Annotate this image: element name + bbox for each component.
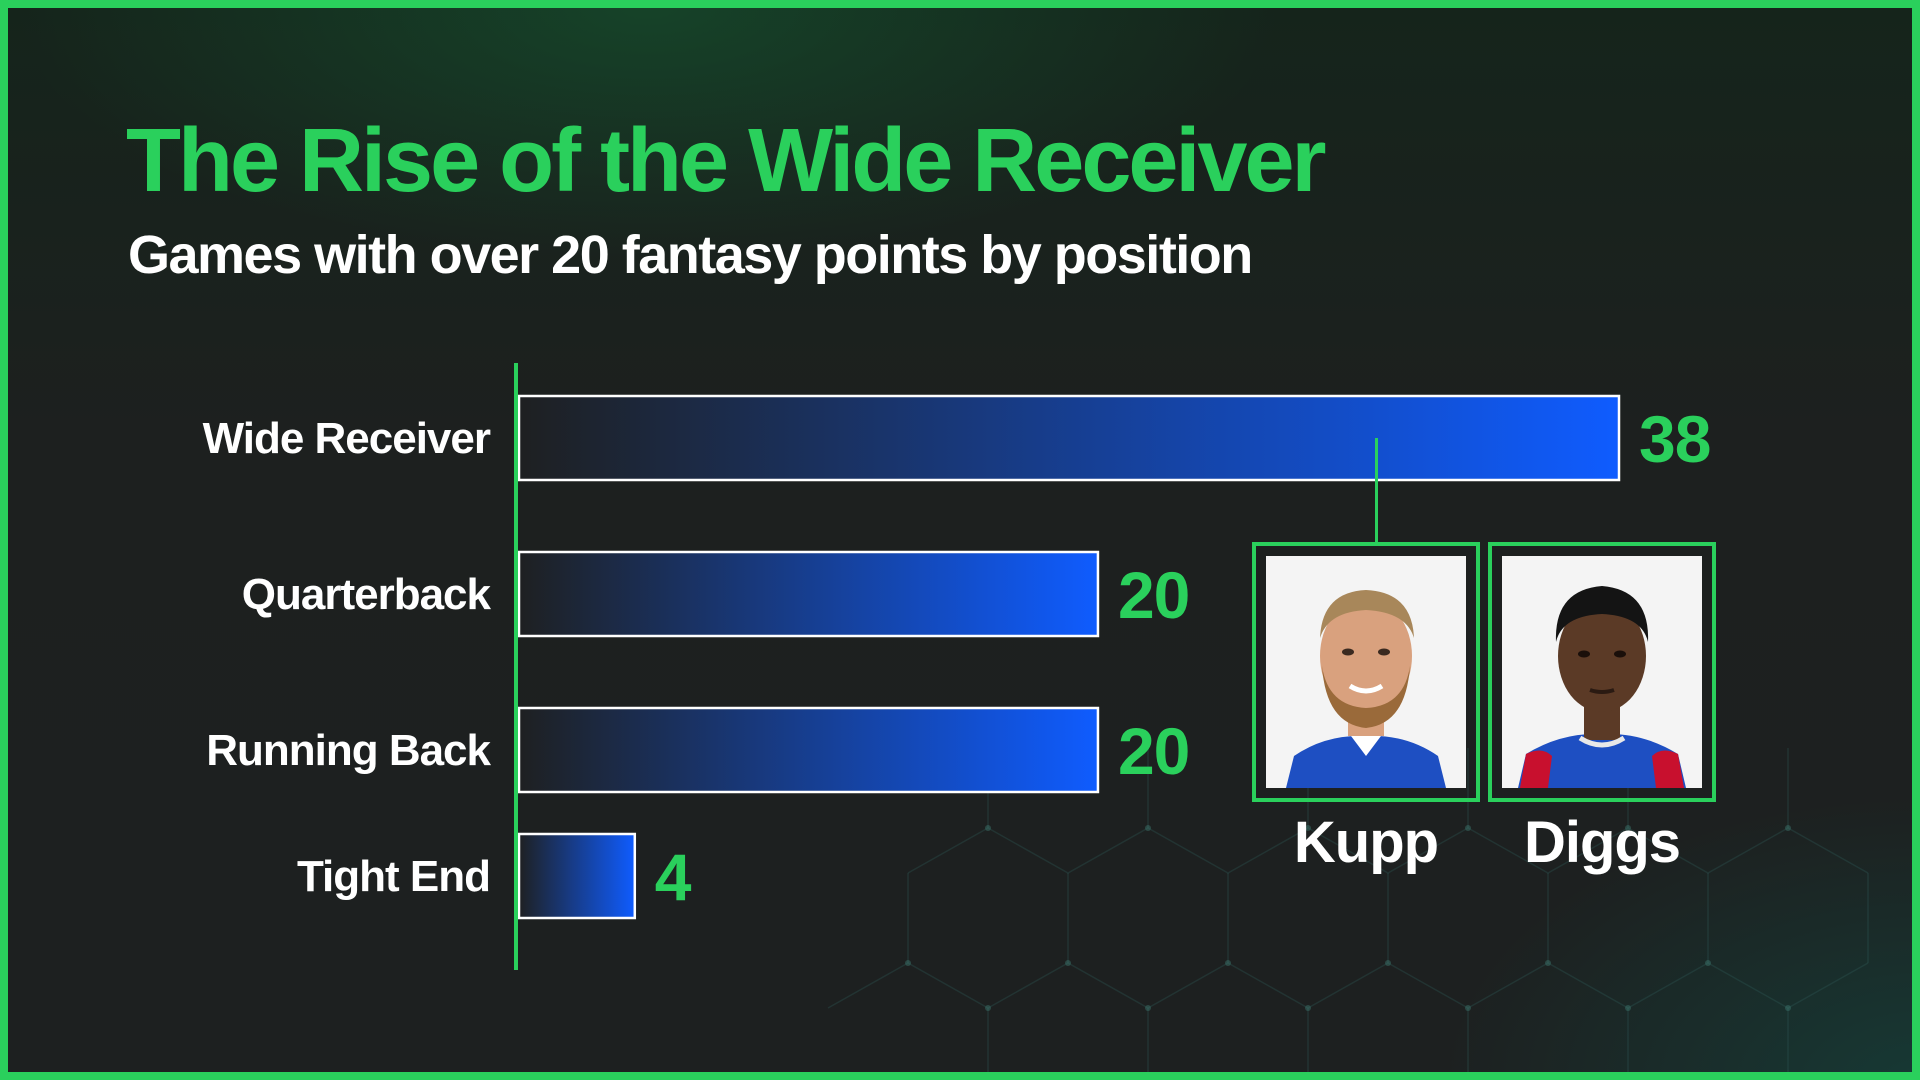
category-label-quarterback: Quarterback: [242, 570, 492, 619]
headshot-kupp-icon: [1266, 556, 1466, 788]
value-label-wide-receiver: 38: [1639, 402, 1710, 476]
player-name-kupp: Kupp: [1293, 810, 1439, 875]
category-label-tight-end: Tight End: [297, 852, 490, 901]
value-label-tight-end: 4: [655, 840, 692, 914]
value-label-quarterback: 20: [1118, 558, 1189, 632]
player-card-kupp: [1252, 542, 1480, 802]
bar-running-back: [517, 706, 1100, 794]
player-card-diggs: [1488, 542, 1716, 802]
category-label-running-back: Running Back: [206, 726, 491, 775]
player-name-diggs: Diggs: [1523, 810, 1681, 875]
callout-connector-line: [1375, 438, 1378, 542]
value-label-running-back: 20: [1118, 714, 1189, 788]
player-headshot-kupp: [1266, 556, 1466, 788]
category-label-wide-receiver: Wide Receiver: [203, 414, 491, 463]
chart-title: The Rise of the Wide Receiver: [126, 111, 1327, 211]
bar-chart: Wide Receiver 38 Quarterback 20 Running Back…: [203, 363, 1711, 970]
player-headshot-diggs: [1502, 556, 1702, 788]
bar-quarterback: [517, 550, 1100, 638]
bar-tight-end: [517, 832, 637, 920]
headshot-diggs-icon: [1502, 556, 1702, 788]
bar-wide-receiver: [517, 394, 1621, 482]
chart-subtitle: Games with over 20 fantasy points by pos…: [128, 225, 1253, 285]
